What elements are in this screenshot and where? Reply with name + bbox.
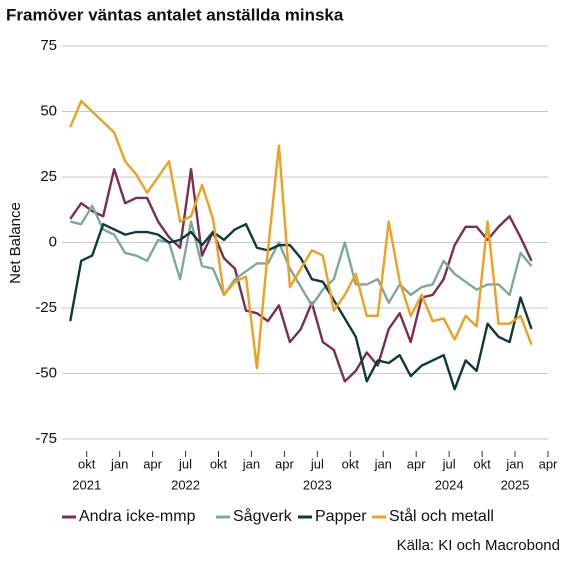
- x-tick-label: okt: [210, 456, 228, 471]
- x-tick-label: apr: [407, 456, 426, 471]
- x-year-label: 2021: [72, 477, 101, 492]
- series-line: [69, 167, 533, 383]
- x-tick-label: jul: [442, 456, 456, 471]
- x-tick-label: jul: [178, 456, 192, 471]
- x-year-label: 2024: [435, 477, 464, 492]
- y-tick-label: -25: [35, 299, 57, 316]
- x-year-label: 2025: [501, 477, 530, 492]
- x-tick-label: jan: [374, 456, 392, 471]
- x-tick-label: jul: [310, 456, 324, 471]
- series-line: [69, 222, 533, 391]
- legend-label: Sågverk: [233, 507, 293, 525]
- x-year-label: 2023: [303, 477, 332, 492]
- y-tick-label: -50: [35, 364, 57, 381]
- x-tick-label: jan: [242, 456, 260, 471]
- legend-label: Stål och metall: [389, 507, 494, 525]
- series-line: [69, 99, 533, 370]
- source: Källa: KI och Macrobond: [397, 537, 560, 554]
- series-line: [69, 204, 533, 307]
- y-tick-label: 75: [40, 37, 57, 54]
- y-axis-label: Net Balance: [7, 202, 24, 284]
- x-tick-label: okt: [473, 456, 491, 471]
- legend-label: Andra icke-mmp: [79, 508, 196, 525]
- y-tick-label: 50: [40, 102, 57, 119]
- y-tick-label: 25: [40, 168, 57, 185]
- x-year-label: 2022: [171, 477, 200, 492]
- y-tick-label: 0: [49, 233, 57, 250]
- legend-label: Papper: [315, 508, 367, 525]
- x-tick-label: apr: [143, 456, 162, 471]
- y-tick-label: -75: [35, 430, 57, 447]
- x-tick-label: okt: [78, 456, 96, 471]
- chart-title: Framöver väntas antalet anställda minska: [6, 5, 344, 24]
- x-tick-label: jan: [110, 456, 128, 471]
- x-tick-label: apr: [539, 456, 558, 471]
- x-tick-label: okt: [342, 456, 360, 471]
- x-tick-label: jan: [505, 456, 523, 471]
- x-tick-label: apr: [275, 456, 294, 471]
